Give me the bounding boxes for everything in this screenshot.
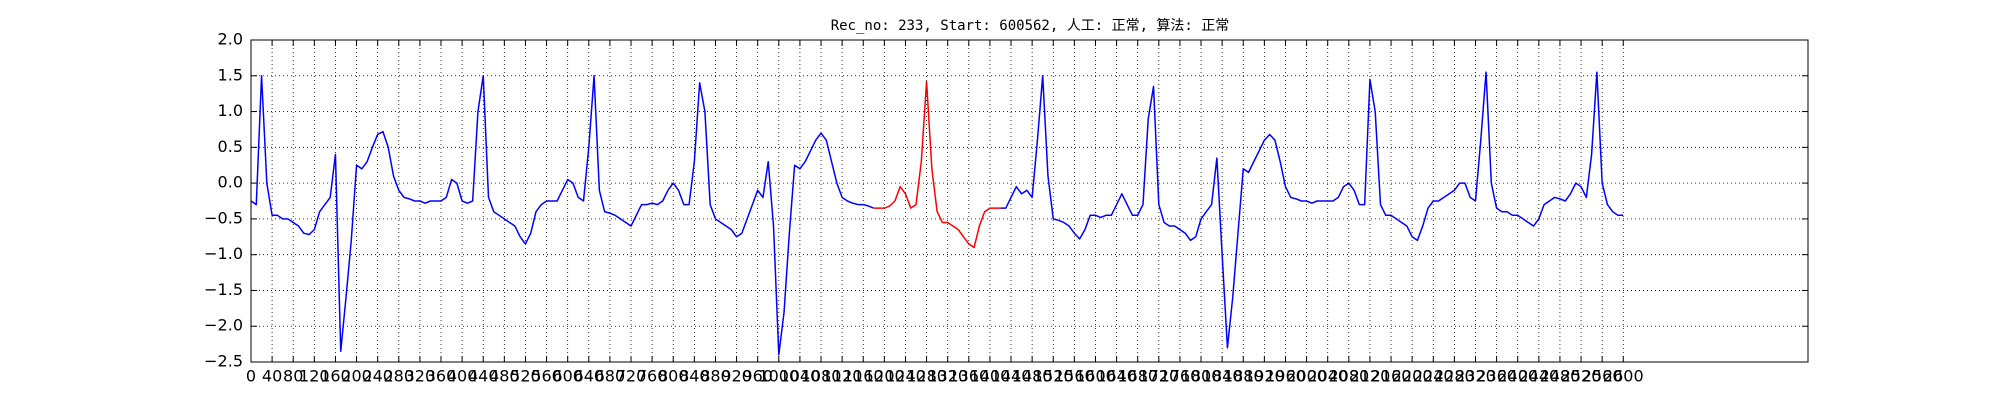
x-tick-label: 1040 — [780, 367, 821, 386]
x-tick-label: 2040 — [1307, 367, 1348, 386]
x-tick-label: 680 — [595, 367, 626, 386]
x-tick-label: 560 — [531, 367, 562, 386]
x-tick-label: 1640 — [1096, 367, 1137, 386]
x-tick-label: 840 — [679, 367, 710, 386]
x-tick-label: 400 — [447, 367, 478, 386]
x-tick-label: 1080 — [801, 367, 842, 386]
y-tick-label: −1.0 — [204, 244, 243, 263]
x-tick-label: 2440 — [1518, 367, 1559, 386]
x-tick-label: 2560 — [1582, 367, 1623, 386]
x-tick-label: 1560 — [1054, 367, 1095, 386]
x-tick-label: 2360 — [1476, 367, 1517, 386]
x-tick-label: 2120 — [1350, 367, 1391, 386]
x-tick-label: 920 — [721, 367, 752, 386]
x-tick-label: 360 — [426, 367, 457, 386]
x-tick-label: 2160 — [1371, 367, 1412, 386]
x-tick-label: 1840 — [1202, 367, 1243, 386]
x-tick-label: 2480 — [1540, 367, 1581, 386]
x-tick-label: 1360 — [948, 367, 989, 386]
x-tick-label: 960 — [742, 367, 773, 386]
x-tick-label: 1280 — [906, 367, 947, 386]
x-tick-label: 1320 — [927, 367, 968, 386]
x-tick-label: 1720 — [1138, 367, 1179, 386]
x-tick-label: 1960 — [1265, 367, 1306, 386]
y-tick-label: 0.5 — [218, 137, 243, 156]
x-tick-label: 1480 — [1012, 367, 1053, 386]
x-tick-label: 1000 — [758, 367, 799, 386]
x-tick-label: 1440 — [991, 367, 1032, 386]
x-tick-label: 1160 — [843, 367, 884, 386]
x-tick-label: 720 — [616, 367, 647, 386]
x-tick-label: 1800 — [1181, 367, 1222, 386]
plot-frame — [250, 39, 1809, 363]
ecg-line — [250, 75, 875, 356]
x-tick-label: 2240 — [1413, 367, 1454, 386]
x-tick-label: 2280 — [1434, 367, 1475, 386]
x-tick-label: 2320 — [1455, 367, 1496, 386]
x-tick-label: 320 — [405, 367, 436, 386]
x-tick-label: 120 — [299, 367, 330, 386]
x-tick-label: 760 — [637, 367, 668, 386]
x-tick-label: 480 — [489, 367, 520, 386]
x-tick-label: 240 — [362, 367, 393, 386]
x-tick-label: 2000 — [1286, 367, 1327, 386]
y-tick-label: 1.0 — [218, 101, 243, 120]
x-tick-label: 1920 — [1244, 367, 1285, 386]
x-tick-label: 1120 — [822, 367, 863, 386]
x-tick-label: 160 — [320, 367, 351, 386]
x-tick-label: 880 — [700, 367, 731, 386]
x-tick-label: 40 — [262, 367, 282, 386]
x-tick-label: 1200 — [864, 367, 905, 386]
x-tick-label: 1240 — [885, 367, 926, 386]
x-tick-label: 280 — [384, 367, 415, 386]
ecg-line — [873, 80, 1001, 249]
x-tick-label: 1520 — [1033, 367, 1074, 386]
x-tick-label: 2520 — [1561, 367, 1602, 386]
y-tick-label: 2.0 — [218, 30, 243, 49]
y-tick-label: −2.0 — [204, 316, 243, 335]
x-tick-label: 80 — [283, 367, 303, 386]
x-tick-label: 600 — [552, 367, 583, 386]
x-tick-label: 640 — [574, 367, 605, 386]
x-tick-label: 2600 — [1603, 367, 1644, 386]
x-tick-label: 1680 — [1117, 367, 1158, 386]
y-tick-label: −2.5 — [204, 352, 243, 371]
x-tick-label: 1880 — [1223, 367, 1264, 386]
y-tick-label: −0.5 — [204, 208, 243, 227]
x-tick-label: 200 — [341, 367, 372, 386]
x-tick-label: 800 — [658, 367, 689, 386]
x-tick-label: 520 — [510, 367, 541, 386]
chart-title: Rec_no: 233, Start: 600562, 人工: 正常, 算法: … — [831, 18, 1230, 34]
x-tick-label: 2080 — [1328, 367, 1369, 386]
x-tick-label: 1600 — [1075, 367, 1116, 386]
x-tick-label: 2200 — [1392, 367, 1433, 386]
y-tick-label: 1.5 — [218, 65, 243, 84]
x-tick-label: 1760 — [1160, 367, 1201, 386]
y-tick-label: 0.0 — [218, 173, 243, 192]
x-tick-label: 1400 — [970, 367, 1011, 386]
x-tick-label: 0 — [246, 367, 256, 386]
ecg-line — [1000, 71, 1624, 349]
x-tick-label: 440 — [468, 367, 499, 386]
x-tick-label: 2400 — [1497, 367, 1538, 386]
y-tick-label: −1.5 — [204, 280, 243, 299]
